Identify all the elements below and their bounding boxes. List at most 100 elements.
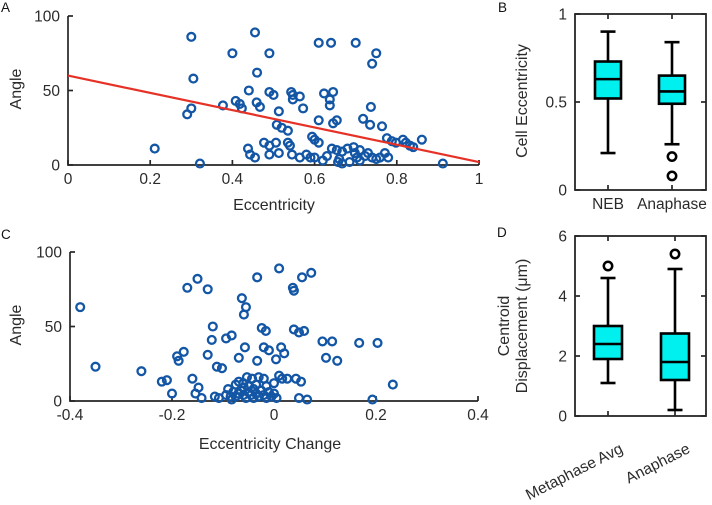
y-tick-label: 100 bbox=[34, 8, 60, 25]
fit-line bbox=[67, 74, 480, 164]
scatter-point bbox=[187, 373, 198, 384]
scatter-point bbox=[243, 85, 254, 96]
scatter-point bbox=[344, 156, 355, 168]
scatter-point bbox=[293, 327, 305, 338]
scatter-point bbox=[367, 394, 378, 405]
x-tick-label: 0.8 bbox=[386, 171, 408, 188]
scatter-point bbox=[264, 48, 275, 59]
scatter-point bbox=[313, 37, 324, 48]
scatter-point bbox=[192, 273, 203, 284]
x-tick-label: 0 bbox=[270, 407, 279, 424]
x-tick-label: Anaphase bbox=[623, 440, 693, 487]
scatter-point bbox=[354, 145, 365, 156]
scatter-point bbox=[166, 388, 178, 399]
panel-letter-c: C bbox=[1, 227, 11, 242]
x-tick-label: 0.6 bbox=[304, 171, 326, 188]
scatter-point bbox=[206, 334, 217, 345]
scatter-point bbox=[305, 152, 316, 163]
scatter-point bbox=[227, 48, 238, 59]
y-tick-label: 0 bbox=[51, 157, 60, 174]
panel-d-y-axis-label-line1: Centroid bbox=[496, 295, 513, 357]
scatter-point bbox=[90, 361, 101, 372]
scatter-point bbox=[317, 336, 328, 347]
scatter-point bbox=[437, 158, 448, 169]
scatter-point bbox=[202, 349, 213, 360]
scatter-point bbox=[284, 140, 295, 151]
scatter-point bbox=[252, 272, 263, 283]
scatter-point bbox=[306, 267, 317, 278]
scatter-point bbox=[282, 125, 293, 136]
box-outlier-point bbox=[666, 170, 678, 182]
y-tick-label: 4 bbox=[558, 288, 567, 305]
panel-a-svg: 0 50 100 0 0.2 0.4 0.6 0.8 1 bbox=[34, 8, 484, 188]
box-iqr bbox=[657, 74, 687, 106]
panel-d-y-axis-label-line2: Displacement (μm) bbox=[514, 258, 531, 394]
scatter-point bbox=[196, 392, 207, 404]
scatter-point bbox=[331, 145, 342, 156]
panel-letter-d: D bbox=[497, 225, 507, 240]
scatter-point bbox=[270, 354, 282, 365]
y-tick-label: 0 bbox=[558, 182, 567, 199]
scatter-point bbox=[252, 355, 263, 366]
x-tick-label: 0.2 bbox=[365, 407, 387, 424]
scatter-point bbox=[182, 282, 193, 293]
y-tick-label: 1 bbox=[558, 6, 567, 23]
scatter-point bbox=[242, 143, 254, 154]
scatter-point bbox=[238, 309, 249, 320]
scatter-point bbox=[387, 379, 398, 390]
box-outlier-point bbox=[602, 260, 614, 272]
scatter-point bbox=[321, 151, 332, 162]
panel-letter-b: B bbox=[498, 0, 508, 15]
scatter-point bbox=[334, 153, 345, 165]
scatter-point bbox=[186, 31, 197, 42]
scatter-point bbox=[178, 346, 189, 357]
x-tick-label: 1 bbox=[475, 171, 484, 188]
axes-box bbox=[574, 235, 707, 417]
y-tick-label: 0 bbox=[53, 393, 62, 410]
scatter-point bbox=[202, 284, 213, 295]
scatter-point bbox=[273, 106, 284, 117]
scatter-point bbox=[342, 143, 353, 154]
scatter-point bbox=[327, 336, 338, 347]
scatter-point bbox=[299, 325, 310, 337]
scatter-point bbox=[75, 302, 86, 313]
scatter-point bbox=[194, 158, 205, 169]
box-outlier-point bbox=[666, 151, 678, 163]
y-tick-label: 2 bbox=[558, 348, 567, 365]
scatter-point bbox=[367, 58, 378, 69]
scatter-point bbox=[324, 100, 335, 111]
box-iqr bbox=[592, 324, 624, 361]
scatter-point bbox=[233, 352, 244, 363]
y-tick-label: 0.5 bbox=[545, 94, 567, 111]
box-iqr bbox=[659, 332, 691, 382]
panel-d-y-axis-label: Centroid Displacement (μm) bbox=[496, 236, 532, 416]
scatter-point bbox=[325, 37, 337, 48]
scatter-point bbox=[372, 337, 383, 348]
scatter-point bbox=[186, 103, 197, 114]
scatter-point bbox=[239, 342, 250, 353]
panel-a: 0 50 100 0 0.2 0.4 0.6 0.8 1 A Angle Eccentricit… bbox=[0, 0, 490, 225]
scatter-point bbox=[207, 321, 218, 332]
y-tick-label: 50 bbox=[45, 319, 63, 336]
scatter-point bbox=[326, 143, 337, 154]
scatter-point bbox=[302, 394, 313, 405]
x-tick-label: NEB bbox=[592, 196, 624, 213]
scatter-point bbox=[331, 115, 342, 126]
y-tick-label: 50 bbox=[43, 83, 61, 100]
scatter-point bbox=[282, 373, 293, 384]
scatter-point bbox=[274, 263, 285, 274]
x-tick-label: Metaphase Avg bbox=[523, 440, 626, 504]
y-tick-label: 100 bbox=[36, 244, 62, 261]
panel-c-y-axis-label: Angle bbox=[8, 304, 25, 346]
scatter-point bbox=[354, 337, 365, 348]
scatter-point bbox=[188, 73, 199, 84]
scatter-point bbox=[149, 143, 160, 154]
scatter-point bbox=[296, 272, 308, 283]
scatter-point bbox=[211, 361, 222, 372]
panel-b-y-axis-label: Cell Eccentricity bbox=[514, 44, 531, 158]
scatter-point bbox=[376, 121, 388, 132]
panel-letter-a: A bbox=[1, 0, 11, 15]
scatter-point bbox=[249, 152, 261, 163]
